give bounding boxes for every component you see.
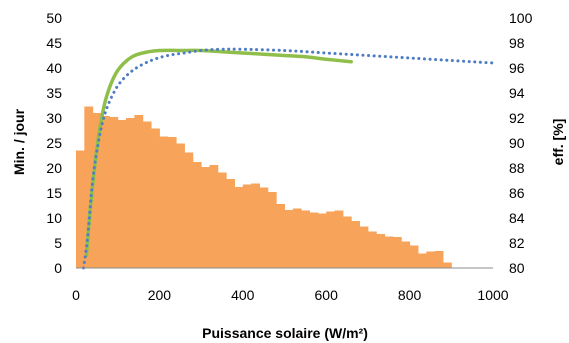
histogram-bar — [409, 245, 419, 268]
y-tick-label: 25 — [46, 135, 62, 151]
histogram-bar — [209, 165, 219, 268]
histogram-bar — [76, 150, 85, 268]
histogram-bar — [84, 106, 94, 268]
histogram-bar — [134, 115, 144, 268]
y-tick-label: 5 — [54, 235, 62, 251]
y-axis-title: Min. / jour — [11, 108, 27, 175]
histogram-bar — [259, 187, 269, 268]
histogram-bar — [226, 179, 235, 268]
histogram-bar — [334, 210, 344, 268]
histogram-bar — [234, 187, 244, 268]
histogram-bar — [159, 136, 169, 268]
histogram-bar — [317, 213, 327, 268]
histogram-bar — [101, 116, 110, 268]
histogram-bar — [309, 212, 319, 268]
histogram-bar — [242, 184, 252, 268]
y-tick-label: 15 — [46, 185, 62, 201]
y-tick-label: 20 — [46, 160, 62, 176]
x-tick-label: 400 — [231, 287, 255, 303]
y-tick-label: 50 — [46, 10, 62, 26]
histogram-bar — [292, 208, 302, 268]
histogram-bars — [76, 106, 452, 268]
histogram-bar — [442, 262, 452, 268]
y2-axis-title: eff. [%] — [550, 119, 566, 166]
y2-tick-label: 96 — [509, 60, 525, 76]
y-tick-label: 45 — [46, 35, 62, 51]
histogram-bar — [384, 236, 394, 268]
histogram-bar — [326, 211, 336, 268]
histogram-bar — [301, 210, 311, 268]
histogram-bar — [142, 121, 152, 268]
y-tick-label: 30 — [46, 110, 62, 126]
histogram-bar — [401, 241, 411, 268]
y2-tick-label: 84 — [509, 210, 525, 226]
histogram-bar — [251, 183, 260, 268]
histogram-bar — [434, 251, 444, 268]
efficiency-lines — [82, 47, 495, 270]
histogram-bar — [117, 120, 127, 268]
y2-tick-label: 86 — [509, 185, 525, 201]
y-tick-label: 35 — [46, 85, 62, 101]
efficiency-line-dotted — [82, 47, 495, 270]
histogram-bar — [376, 234, 386, 268]
x-tick-label: 0 — [72, 287, 80, 303]
y2-tick-label: 88 — [509, 160, 525, 176]
y-tick-label: 10 — [46, 210, 62, 226]
histogram-bar — [276, 204, 285, 268]
histogram-bar — [201, 167, 210, 268]
y2-tick-label: 100 — [509, 10, 533, 26]
histogram-bar — [351, 221, 361, 268]
histogram-bar — [167, 137, 177, 268]
histogram-bar — [151, 128, 160, 268]
histogram-bar — [184, 152, 194, 268]
x-axis-title: Puissance solaire (W/m²) — [202, 325, 368, 341]
histogram-bar — [417, 253, 427, 268]
tick-labels: 0 5 10 15 20 25 30 35 40 45 50 80 82 84 86 88 90 92 94 96 98… — [46, 10, 532, 303]
histogram-bar — [267, 192, 277, 268]
y2-tick-label: 94 — [509, 85, 525, 101]
histogram-bar — [192, 162, 202, 268]
histogram-bar — [126, 118, 135, 268]
efficiency-line-solid — [84, 48, 353, 258]
x-tick-label: 800 — [398, 287, 422, 303]
histogram-bar — [392, 237, 402, 268]
y2-tick-label: 90 — [509, 135, 525, 151]
y2-tick-label: 82 — [509, 235, 525, 251]
histogram-bar — [284, 210, 294, 268]
y2-tick-label: 92 — [509, 110, 525, 126]
y-tick-label: 40 — [46, 60, 62, 76]
x-tick-label: 200 — [148, 287, 172, 303]
histogram-bar — [109, 117, 119, 268]
y-tick-label: 0 — [54, 260, 62, 276]
histogram-bar — [217, 172, 227, 268]
x-tick-label: 600 — [315, 287, 339, 303]
histogram-bar — [92, 113, 102, 268]
y2-tick-label: 80 — [509, 260, 525, 276]
y2-tick-label: 98 — [509, 35, 525, 51]
histogram-bar — [426, 251, 436, 268]
histogram-bar — [342, 216, 352, 268]
histogram-bar — [359, 226, 369, 268]
histogram-bar — [176, 143, 185, 268]
x-tick-label: 1000 — [477, 287, 508, 303]
histogram-bar — [367, 231, 377, 268]
